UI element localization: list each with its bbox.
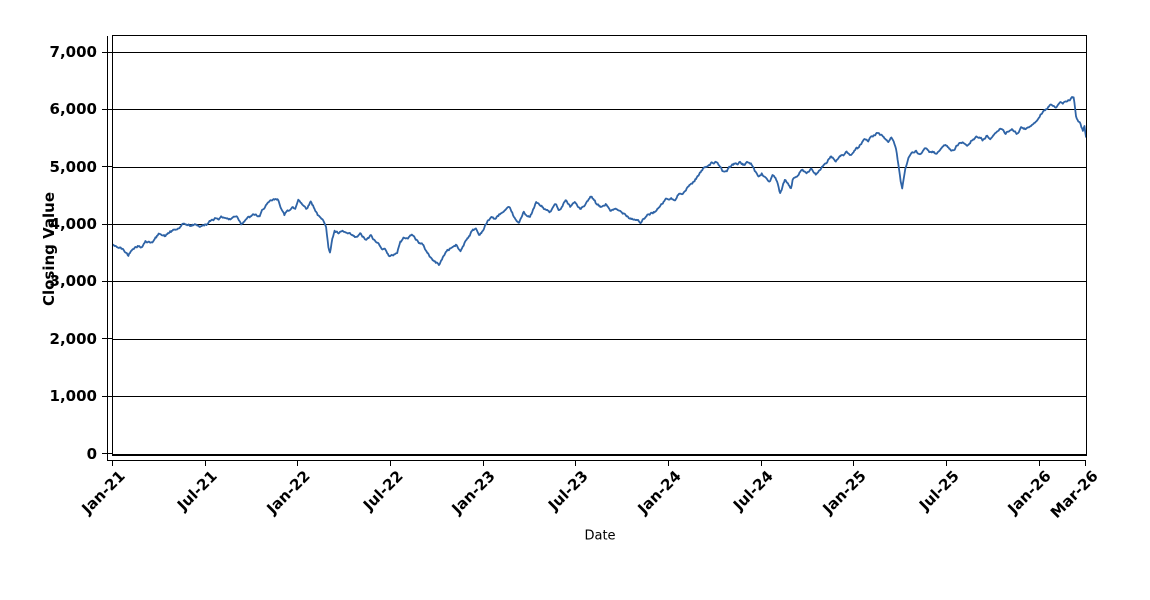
plot-area [112,35,1087,456]
y-tick [102,166,113,168]
y-tick [102,453,113,454]
x-tick-label: Jul-25 [915,467,963,515]
y-tick-label: 2,000 [49,329,97,348]
closing-value-line [113,96,1086,266]
y-tick-label: 7,000 [49,43,97,61]
y-tick-label: 4,000 [49,215,97,234]
y-tick [102,108,113,110]
x-tick-label: Jul-22 [359,467,407,515]
y-tick-label: 1,000 [49,387,97,406]
x-tick [297,461,299,466]
x-tick [946,461,947,466]
x-tick-label: Jul-23 [544,467,592,515]
y-tick [102,395,113,397]
x-tick [1038,461,1040,466]
y-tick [102,338,113,340]
x-axis-line [107,460,1086,461]
x-tick [112,461,113,466]
x-tick-label: Jul-21 [173,467,221,515]
x-tick-label: Jan-23 [448,467,499,518]
x-tick [853,461,855,466]
x-tick-label: Jan-24 [633,467,685,518]
y-axis-line [107,36,108,460]
y-tick [102,223,113,225]
y-tick-label: 5,000 [49,157,97,176]
x-tick [482,461,484,466]
x-tick [204,461,206,466]
y-tick-label: 3,000 [49,272,97,291]
y-tick-label: 0 [86,444,97,463]
x-tick-label: Jul-24 [729,467,777,515]
x-tick [390,461,391,466]
x-tick [575,461,577,466]
x-tick [760,461,762,466]
x-tick [1085,461,1086,466]
y-tick [102,51,113,53]
x-tick-label: Jan-22 [263,467,314,518]
x-tick-label: Jan-25 [819,467,870,518]
x-axis-title: Date [584,528,616,544]
x-tick-label: Jan-21 [77,467,129,518]
y-tick-label: 6,000 [49,100,97,119]
x-tick [668,461,669,466]
plot-svg [113,52,1086,455]
y-tick [102,280,113,282]
